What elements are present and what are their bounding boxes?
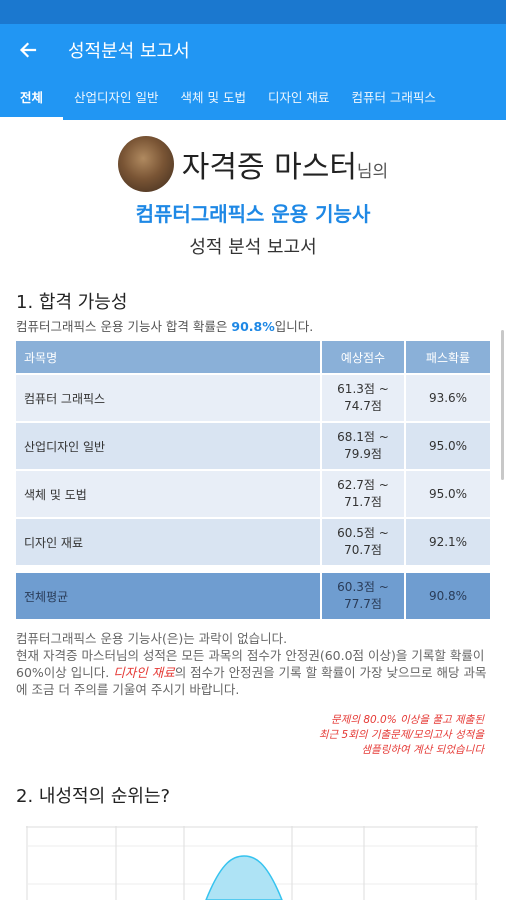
score-low: 68.1점 ~ [337, 430, 389, 444]
report-title: 성적 분석 보고서 [189, 237, 317, 258]
footnote-line2: 최근 5회의 기출문제/모의고사 성적을 [318, 729, 484, 741]
tab-color-drawing[interactable]: 색체 및 도법 [180, 90, 246, 105]
distribution-curve [205, 855, 283, 900]
table-row: 산업디자인 일반 68.1점 ~ 79.9점 95.0% [16, 421, 492, 469]
average-pass-rate: 90.8% [406, 571, 492, 619]
score-high: 70.7점 [344, 543, 382, 557]
expected-score: 60.5점 ~ 70.7점 [322, 517, 406, 565]
user-suffix: 님의 [356, 161, 389, 182]
score-table: 과목명 예상점수 패스확률 컴퓨터 그래픽스 61.3점 ~ 74.7점 93.6… [16, 341, 492, 619]
subject-name: 컴퓨터 그래픽스 [16, 373, 322, 421]
expected-score: 68.1점 ~ 79.9점 [322, 421, 406, 469]
pass-probability-value: 90.8% [231, 319, 275, 334]
sampling-footnote: 문제의 80.0% 이상을 풀고 제출된 최근 5회의 기출문제/모의고사 성적… [254, 713, 484, 758]
footnote-line3: 샘플링하여 계산 되었습니다 [361, 744, 484, 756]
weak-subject: 디자인 재료 [113, 665, 175, 680]
section1-title: 1. 합격 가능성 [16, 292, 128, 313]
pass-rate: 95.0% [406, 469, 492, 517]
col-pass-rate: 패스확률 [406, 341, 492, 373]
score-low: 61.3점 ~ [337, 382, 389, 396]
pass-rate: 93.6% [406, 373, 492, 421]
tab-all[interactable]: 전체 [0, 76, 64, 120]
table-average-row: 전체평균 60.3점 ~ 77.7점 90.8% [16, 571, 492, 619]
desc-prefix: 컴퓨터그래픽스 운용 기능사 합격 확률은 [16, 319, 232, 334]
average-score: 60.3점 ~ 77.7점 [322, 571, 406, 619]
col-subject: 과목명 [16, 341, 322, 373]
score-low: 62.7점 ~ [337, 478, 389, 492]
footnote-line1: 문제의 80.0% 이상을 풀고 제출된 [331, 714, 484, 726]
rank-distribution-chart [26, 826, 478, 900]
pass-probability-text: 컴퓨터그래픽스 운용 기능사 합격 확률은 90.8%입니다. [16, 316, 313, 335]
user-name: 자격증 마스터 [181, 150, 357, 185]
subject-name: 색체 및 도법 [16, 469, 322, 517]
col-expected-score: 예상점수 [322, 341, 406, 373]
app-bar: 성적분석 보고서 [0, 24, 506, 76]
tab-bar: 전체 산업디자인 일반 색체 및 도법 디자인 재료 컴퓨터 그래픽스 [0, 76, 506, 120]
score-high: 71.7점 [344, 495, 382, 509]
table-row: 컴퓨터 그래픽스 61.3점 ~ 74.7점 93.6% [16, 373, 492, 421]
page-title: 성적분석 보고서 [68, 41, 190, 62]
tab-industrial-design[interactable]: 산업디자인 일반 [74, 90, 159, 105]
analysis-notice: 컴퓨터그래픽스 운용 기능사(은)는 과락이 없습니다. 현재 자격증 마스터님… [16, 630, 494, 698]
tab-computer-graphics[interactable]: 컴퓨터 그래픽스 [351, 90, 436, 105]
score-high: 79.9점 [344, 447, 382, 461]
table-row: 색체 및 도법 62.7점 ~ 71.7점 95.0% [16, 469, 492, 517]
notice-line2: 현재 자격증 마스터님의 성적은 모든 과목의 점수가 안정권(60.0점 이상… [16, 648, 485, 680]
score-high: 77.7점 [344, 597, 382, 611]
user-header: 자격증 마스터 님의 [0, 136, 506, 192]
section2-title: 2. 내성적의 순위는? [16, 786, 171, 807]
table-row: 디자인 재료 60.5점 ~ 70.7점 92.1% [16, 517, 492, 565]
report-content[interactable]: 자격증 마스터 님의 컴퓨터그래픽스 운용 기능사 성적 분석 보고서 1. 합… [0, 120, 506, 900]
table-spacer [16, 565, 492, 571]
avatar [117, 136, 174, 192]
cert-title: 컴퓨터그래픽스 운용 기능사 [135, 202, 371, 226]
subject-name: 산업디자인 일반 [16, 421, 322, 469]
average-label: 전체평균 [16, 571, 322, 619]
back-button[interactable] [0, 24, 56, 76]
notice-line1: 컴퓨터그래픽스 운용 기능사(은)는 과락이 없습니다. [16, 631, 288, 646]
tab-design-materials[interactable]: 디자인 재료 [267, 90, 330, 105]
scrollbar[interactable] [501, 330, 504, 480]
expected-score: 61.3점 ~ 74.7점 [322, 373, 406, 421]
score-high: 74.7점 [344, 399, 382, 413]
score-low: 60.5점 ~ [337, 526, 389, 540]
desc-suffix: 입니다. [274, 319, 314, 334]
score-low: 60.3점 ~ [337, 580, 389, 594]
pass-rate: 95.0% [406, 421, 492, 469]
notice-body: 현재 자격증 마스터님의 성적은 모든 과목의 점수가 안정권(60.0점 이상… [16, 647, 494, 698]
pass-rate: 92.1% [406, 517, 492, 565]
subject-name: 디자인 재료 [16, 517, 322, 565]
arrow-left-icon [19, 42, 37, 58]
expected-score: 62.7점 ~ 71.7점 [322, 469, 406, 517]
status-bar [0, 0, 506, 24]
notice-line3: 의 점수가 안정권을 기록 할 확률이 가장 낮으므로 해당 과목에 조금 더 … [16, 665, 487, 697]
table-header: 과목명 예상점수 패스확률 [16, 341, 492, 373]
